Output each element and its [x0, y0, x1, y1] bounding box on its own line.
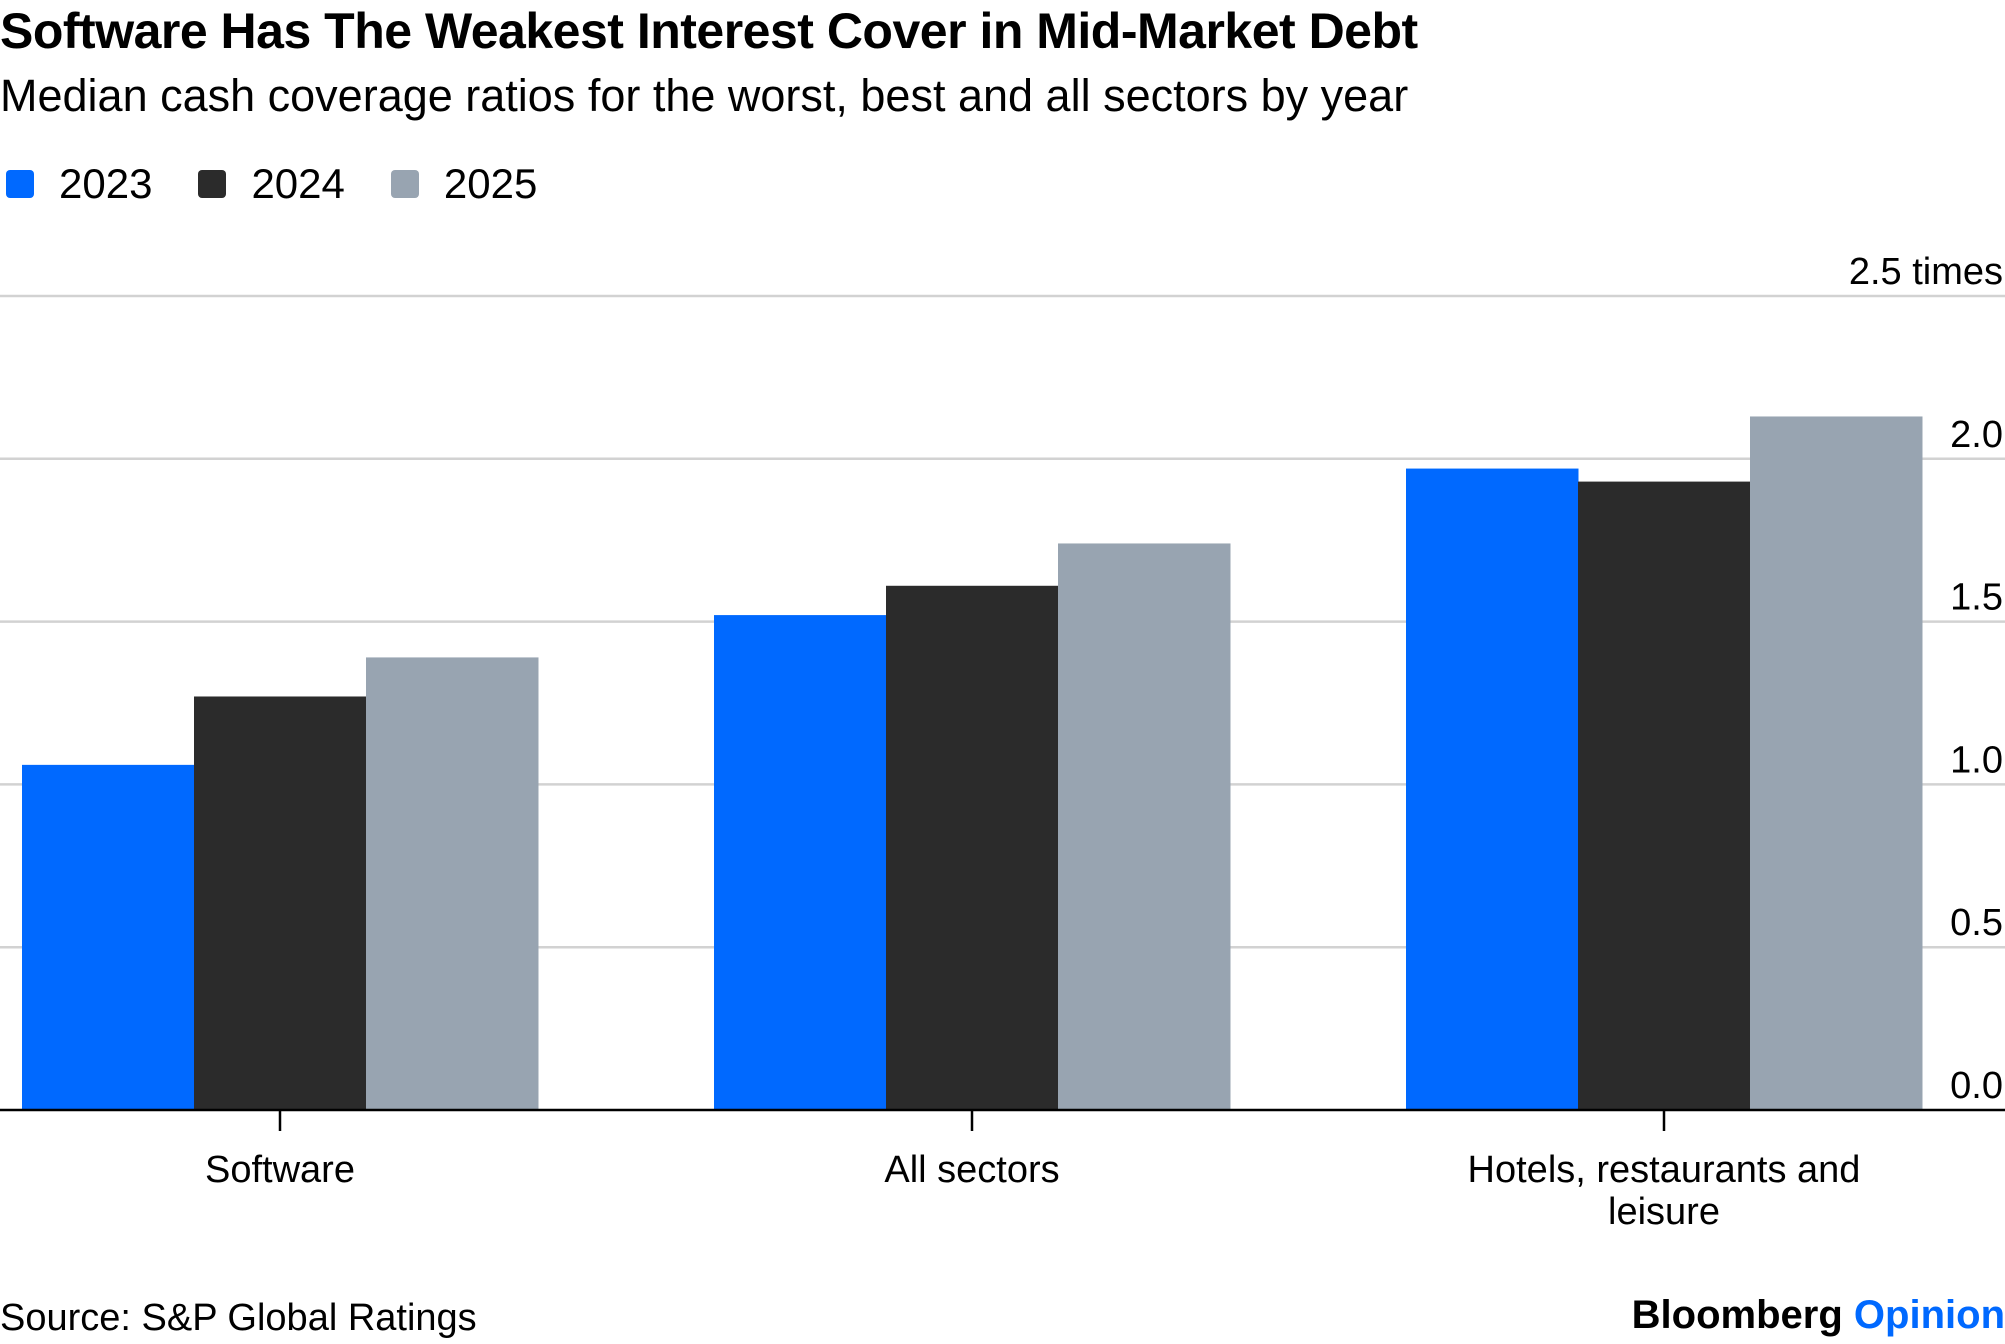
legend-swatch-2023 [6, 170, 34, 198]
bar [886, 585, 1059, 1110]
chart-subtitle: Median cash coverage ratios for the wors… [0, 70, 1409, 121]
bar [1058, 543, 1231, 1110]
x-tick-label: Hotels, restaurants and [1468, 1149, 1861, 1191]
legend-item-2025: 2025 [390, 160, 538, 208]
y-tick-label: 0.5 [1950, 902, 2003, 944]
legend-label-2024: 2024 [251, 160, 345, 207]
x-tick-label: Software [205, 1149, 355, 1191]
bar [1578, 481, 1751, 1110]
legend: 2023 2024 2025 [6, 160, 583, 208]
brand-opinion: Opinion [1853, 1293, 2005, 1337]
bar-chart: 0.0 0.5 1.0 1.5 2.0 2.5 times Software All sect… [0, 251, 2005, 1230]
legend-label-2025: 2025 [443, 160, 538, 207]
y-tick-label: 2.5 times [1849, 251, 2003, 293]
x-tick-label: All sectors [884, 1149, 1059, 1191]
legend-item-2023: 2023 [6, 160, 152, 208]
legend-swatch-2025 [390, 170, 419, 198]
chart-title: Software Has The Weakest Interest Cover … [0, 3, 1418, 59]
bar [366, 657, 539, 1110]
legend-swatch-2024 [198, 170, 227, 198]
axes: 0.0 0.5 1.0 1.5 2.0 2.5 times Software All sect… [0, 251, 2005, 1230]
y-tick-label: 0.0 [1950, 1065, 2003, 1107]
bar [714, 615, 887, 1110]
bar [22, 764, 195, 1110]
brand-logo: Bloomberg Opinion [1632, 1293, 2005, 1338]
y-tick-label: 2.0 [1950, 414, 2003, 456]
y-tick-label: 1.0 [1950, 739, 2003, 781]
bar [1406, 468, 1579, 1110]
source-note: Source: S&P Global Ratings [0, 1297, 477, 1339]
bar [1750, 416, 1923, 1110]
bars [22, 416, 1923, 1110]
brand-wordmark: Bloomberg [1631, 1293, 1843, 1337]
legend-item-2024: 2024 [198, 160, 345, 208]
legend-label-2023: 2023 [59, 160, 153, 207]
y-tick-label: 1.5 [1950, 577, 2003, 619]
x-tick-label: leisure [1608, 1191, 1720, 1230]
bar [194, 696, 367, 1110]
